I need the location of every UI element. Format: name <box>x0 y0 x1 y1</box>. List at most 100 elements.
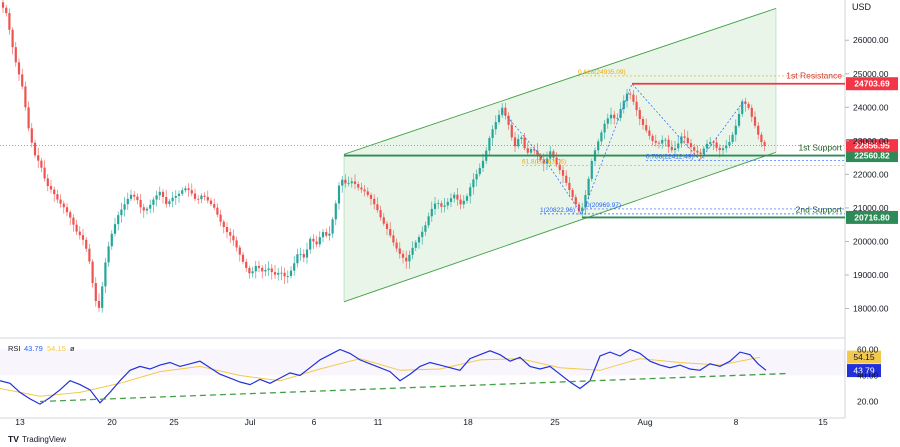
candle-body <box>235 240 238 248</box>
level-price-label: 24703.69 <box>854 79 890 89</box>
candle-body <box>238 247 241 255</box>
candle-body <box>446 201 449 206</box>
price-axis: 18000.00 19000.00 20000.00 21000.00 22000.00… <box>845 35 889 407</box>
candle-body <box>33 142 37 156</box>
candle-body <box>78 231 81 236</box>
candle-body <box>187 188 190 191</box>
candle-body <box>721 148 725 151</box>
candles <box>1 0 766 313</box>
candle-body <box>72 217 75 225</box>
candle-body <box>520 137 523 140</box>
price-tick-label: 18000.00 <box>853 304 889 314</box>
candle-body <box>353 181 357 184</box>
rsi-line <box>0 348 767 405</box>
candle-body <box>129 194 133 199</box>
candle-body <box>667 139 670 147</box>
fib-level-label: 1(20822.96) <box>540 207 575 214</box>
candle-body <box>405 257 408 262</box>
candle-body <box>273 272 277 275</box>
candle-body <box>213 204 216 208</box>
time-tick-label: 25 <box>550 417 560 427</box>
rsi-ma-line <box>0 356 761 397</box>
candle-body <box>11 29 14 48</box>
candle-body <box>373 198 376 205</box>
candle-body <box>248 267 251 274</box>
candle-body <box>117 215 120 225</box>
candle-body <box>254 265 257 272</box>
candle-body <box>21 74 24 87</box>
candle-body <box>104 262 107 287</box>
candle-body <box>731 134 734 142</box>
candle-body <box>88 248 91 262</box>
candle-body <box>136 196 139 201</box>
level-name: 1st Support <box>799 143 843 153</box>
candle-body <box>603 123 606 133</box>
candle-body <box>459 199 462 205</box>
candle-body <box>526 148 529 153</box>
candle-body <box>197 198 200 200</box>
candle-body <box>321 232 325 238</box>
candle-body <box>286 275 289 277</box>
candle-body <box>533 149 536 151</box>
rsi-ma-tag <box>847 350 881 364</box>
candle-body <box>347 183 350 185</box>
rsi-panel: 54.15 43.79 <box>0 348 881 405</box>
candle-body <box>552 151 555 158</box>
candle-body <box>670 146 673 151</box>
last-price-tag <box>846 139 898 153</box>
candle-body <box>709 142 712 144</box>
candle-body <box>257 265 261 268</box>
candle-body <box>632 94 635 102</box>
candle-body <box>14 47 17 63</box>
candle-body <box>177 193 181 196</box>
candle-body <box>174 195 177 198</box>
level-price-label: 20716.80 <box>854 212 890 222</box>
candle-body <box>193 193 197 199</box>
candle-body <box>395 242 398 249</box>
candle-body <box>30 128 33 143</box>
candle-body <box>328 233 331 236</box>
candle-body <box>462 200 465 205</box>
time-tick-label: 25 <box>169 417 179 427</box>
fib-annotations: 0.618(24935.09) 0.786(22412.49) 61.8(22263… <box>522 69 845 215</box>
candle-body <box>312 238 315 242</box>
level-name: 2nd Support <box>796 204 843 214</box>
candle-body <box>398 248 401 254</box>
fib-level-label: 0.786(22412.49) <box>646 154 694 161</box>
candle-body <box>101 286 104 308</box>
candle-body <box>37 155 40 161</box>
candle-body <box>734 125 737 135</box>
candle-body <box>5 7 8 14</box>
candle-body <box>561 170 565 176</box>
price-tick-label: 19000.00 <box>853 270 889 280</box>
level-price-label: 22560.82 <box>854 151 890 161</box>
rsi-trendline <box>39 372 787 403</box>
candle-body <box>657 142 661 144</box>
candle-body <box>613 114 616 119</box>
candle-body <box>600 132 603 142</box>
candle-body <box>331 219 334 234</box>
candle-body <box>341 179 344 186</box>
candle-body <box>449 198 453 202</box>
time-tick-label: Jul <box>245 417 256 427</box>
fib-level-label: 0.618(24935.09) <box>578 69 626 76</box>
candle-body <box>75 224 78 232</box>
candle-body <box>696 150 699 153</box>
candle-body <box>145 208 149 211</box>
rsi-band <box>0 349 845 376</box>
candle-body <box>437 203 440 205</box>
candle-body <box>318 237 321 245</box>
candle-body <box>302 253 305 258</box>
candle-body <box>337 185 341 204</box>
candle-body <box>424 225 427 232</box>
candle-body <box>203 195 206 197</box>
candle-body <box>705 143 709 149</box>
time-tick-label: 8 <box>734 417 739 427</box>
candle-body <box>590 160 593 179</box>
candle-body <box>152 199 155 205</box>
candle-body <box>504 107 507 116</box>
candle-body <box>427 216 430 226</box>
price-tick-label: 23000.00 <box>853 136 889 146</box>
candle-body <box>565 175 568 183</box>
price-tick-label: 20000.00 <box>853 236 889 246</box>
